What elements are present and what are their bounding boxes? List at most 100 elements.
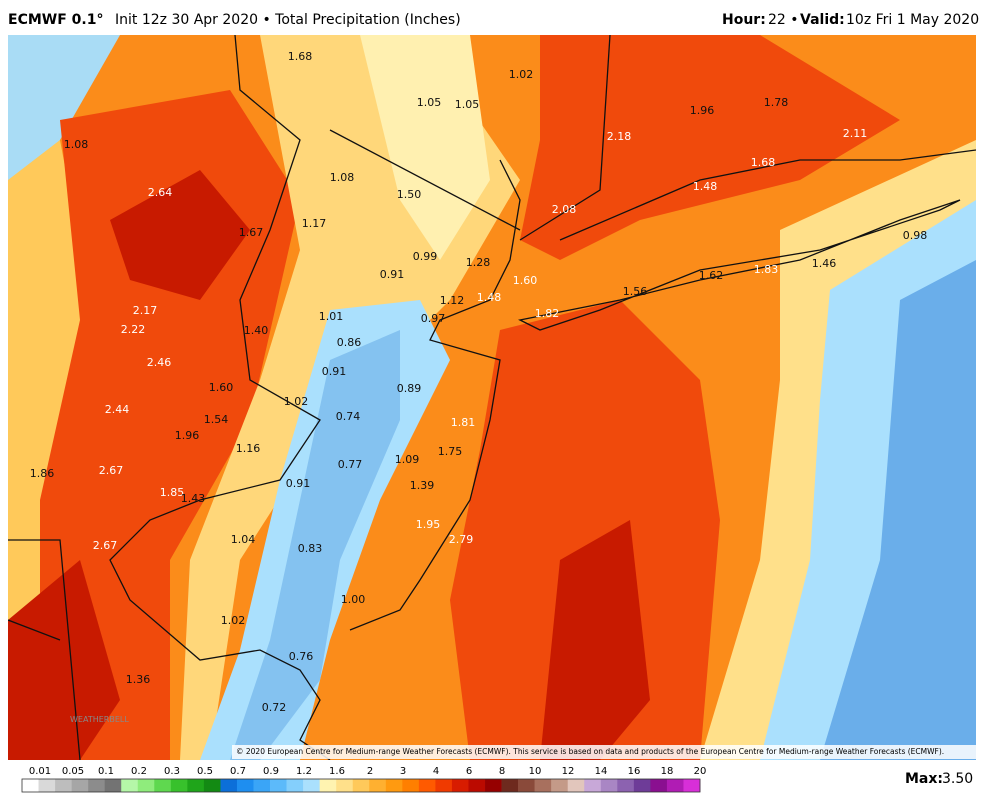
value-label: 1.78	[764, 96, 789, 109]
value-label: 1.08	[330, 171, 355, 184]
colorbar-label: 14	[595, 766, 608, 777]
field-red-ne	[520, 35, 900, 260]
colorbar-label: 20	[694, 766, 707, 777]
valid-label: Valid:	[800, 12, 845, 28]
value-label: 2.22	[121, 323, 146, 336]
value-label: 1.86	[30, 467, 55, 480]
colorbar-swatch	[369, 779, 387, 792]
colorbar-label: 1.6	[329, 766, 345, 777]
logo: WEATHERBELL	[70, 715, 129, 724]
colorbar-swatch	[187, 779, 205, 792]
value-label: 2.11	[843, 127, 868, 140]
hour-label: Hour:	[722, 12, 766, 28]
value-label: 1.40	[244, 324, 269, 337]
colorbar-label: 6	[466, 766, 472, 777]
value-label: 0.83	[298, 542, 323, 555]
colorbar-swatch	[451, 779, 469, 792]
copyright-box	[232, 745, 976, 759]
value-label: 0.98	[903, 229, 928, 242]
colorbar-swatch	[485, 779, 502, 792]
max-label: Max:	[905, 771, 943, 787]
colorbar-swatch	[203, 779, 221, 792]
colorbar-swatch	[534, 779, 552, 792]
init-title: Init 12z 30 Apr 2020 • Total Precipitati…	[115, 12, 461, 28]
max-value: 3.50	[942, 771, 973, 787]
colorbar-label: 10	[529, 766, 542, 777]
value-label: 1.54	[204, 413, 229, 426]
colorbar-swatch	[617, 779, 635, 792]
colorbar-swatch	[121, 779, 139, 792]
value-label: 2.46	[147, 356, 172, 369]
value-label: 1.05	[455, 98, 480, 111]
colorbar-swatch	[352, 779, 370, 792]
value-label: 2.79	[449, 533, 474, 546]
value-label: 2.18	[607, 130, 632, 143]
colorbar-label: 0.5	[197, 766, 213, 777]
colorbar-label: 0.2	[131, 766, 147, 777]
value-label: 1.95	[416, 518, 441, 531]
colorbar-swatch	[600, 779, 618, 792]
colorbar-swatch	[418, 779, 436, 792]
value-label: 1.36	[126, 673, 151, 686]
value-label: 1.75	[438, 445, 463, 458]
value-label: 1.62	[699, 269, 724, 282]
colorbar-label: 18	[661, 766, 674, 777]
value-label: 1.68	[288, 50, 313, 63]
field-darkred-se	[540, 520, 650, 760]
colorbar-swatch	[683, 779, 701, 792]
value-label: 1.02	[509, 68, 534, 81]
field-blue-e	[820, 260, 976, 760]
nj-coast	[349, 159, 521, 631]
value-label: 2.17	[133, 304, 158, 317]
value-label: 1.68	[751, 156, 776, 169]
field-blue	[230, 330, 400, 760]
value-label: 1.12	[440, 294, 465, 307]
colorbar-swatch	[666, 779, 684, 792]
colorbar-label: 16	[628, 766, 641, 777]
colorbar-label: 2	[367, 766, 373, 777]
colorbar-label: 0.01	[29, 766, 51, 777]
value-label: 1.02	[221, 614, 246, 627]
colorbar-swatch	[633, 779, 651, 792]
header: ECMWF 0.1° Init 12z 30 Apr 2020 • Total …	[8, 12, 979, 28]
colorbar-label: 8	[499, 766, 505, 777]
colorbar-swatch	[567, 779, 585, 792]
value-label: 1.02	[284, 395, 309, 408]
colorbar-swatch	[55, 779, 72, 792]
ct-coast	[559, 149, 976, 241]
value-label: 2.67	[99, 464, 124, 477]
colorbar-swatch	[518, 779, 535, 792]
colorbar-swatch	[253, 779, 271, 792]
coastlines	[8, 35, 976, 760]
value-label: 1.17	[302, 217, 327, 230]
value-label: 2.44	[105, 403, 130, 416]
ny-border	[329, 35, 611, 241]
value-label: 0.91	[286, 477, 311, 490]
long-island	[518, 199, 961, 331]
colorbar-swatch	[170, 779, 188, 792]
colorbar-label: 12	[562, 766, 575, 777]
value-label: 1.50	[397, 188, 422, 201]
colorbar-swatch	[385, 779, 403, 792]
colorbar-swatch	[270, 779, 287, 792]
colorbar-swatch	[88, 779, 105, 792]
colorbar-swatch	[336, 779, 354, 792]
colorbar-swatch	[551, 779, 569, 792]
state-border	[109, 35, 331, 760]
value-label: 1.56	[623, 285, 648, 298]
colorbar-swatch	[584, 779, 602, 792]
colorbar-swatch	[303, 779, 320, 792]
colorbar-label: 0.1	[98, 766, 114, 777]
colorbar-swatch	[154, 779, 172, 792]
colorbar-label: 0.9	[263, 766, 279, 777]
value-label: 1.28	[466, 256, 491, 269]
colorbar-frame	[21, 778, 701, 793]
colorbar-swatch	[137, 779, 155, 792]
value-label: 0.91	[322, 365, 347, 378]
colorbar-swatch	[468, 779, 486, 792]
colorbar-label: 3	[400, 766, 406, 777]
value-label: 2.64	[148, 186, 173, 199]
colorbar-swatch	[402, 779, 420, 792]
model-name: ECMWF 0.1°	[8, 12, 103, 28]
